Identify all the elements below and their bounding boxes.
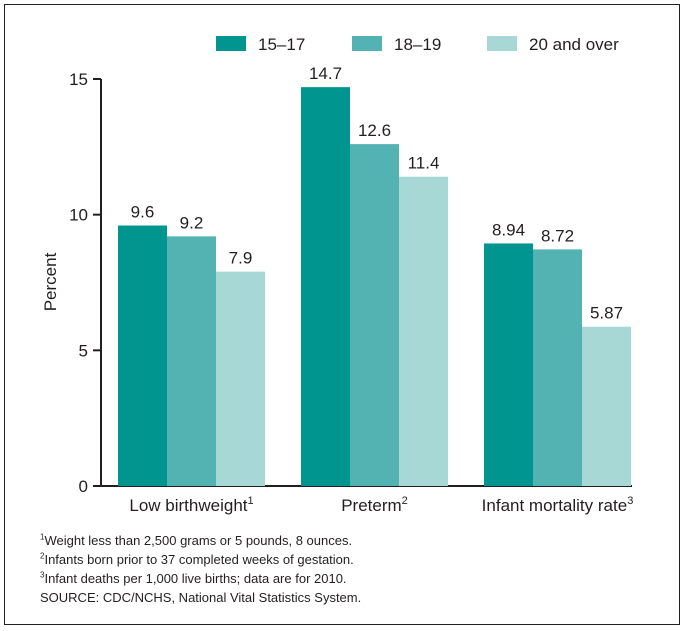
footnote-3: 3Infant deaths per 1,000 live births; da… <box>40 570 347 586</box>
y-tick-label: 5 <box>79 341 88 360</box>
x-tick-label: Preterm2 <box>341 495 408 515</box>
bar <box>399 176 448 486</box>
bar-value-label: 9.6 <box>131 203 155 222</box>
bar-value-label: 8.72 <box>541 226 574 245</box>
footnote-1: 1Weight less than 2,500 grams or 5 pound… <box>40 532 353 548</box>
y-tick-label: 0 <box>79 477 88 496</box>
bar <box>118 225 167 486</box>
bar <box>484 243 533 486</box>
legend-label: 20 and over <box>529 35 619 54</box>
legend-label: 15–17 <box>258 35 305 54</box>
source-note: SOURCE: CDC/NCHS, National Vital Statist… <box>40 590 362 605</box>
x-tick-label: Infant mortality rate3 <box>482 495 634 515</box>
bar <box>216 271 265 486</box>
legend-swatch <box>352 36 382 51</box>
bar <box>350 144 399 486</box>
bar-value-label: 8.94 <box>492 220 525 239</box>
bar-value-label: 11.4 <box>408 154 440 173</box>
footnote-2: 2Infants born prior to 37 completed week… <box>40 551 354 567</box>
legend-swatch <box>487 36 517 51</box>
footnotes: 1Weight less than 2,500 grams or 5 pound… <box>40 531 361 607</box>
legend-label: 18–19 <box>394 35 441 54</box>
y-tick-label: 10 <box>69 206 88 225</box>
legend-swatch <box>216 36 246 51</box>
bar-value-label: 12.6 <box>358 121 391 140</box>
bar-value-label: 5.87 <box>590 304 623 323</box>
bar <box>582 326 631 486</box>
chart-frame <box>4 4 680 625</box>
y-axis-label: Percent <box>41 252 60 311</box>
bar-value-label: 9.2 <box>180 213 204 232</box>
bar <box>167 236 216 486</box>
x-tick-label: Low birthweight1 <box>129 495 253 515</box>
bar-value-label: 14.7 <box>309 64 342 83</box>
bar <box>533 249 582 486</box>
bar <box>301 87 350 486</box>
y-tick-label: 15 <box>69 70 88 89</box>
bar-value-label: 7.9 <box>229 249 253 268</box>
